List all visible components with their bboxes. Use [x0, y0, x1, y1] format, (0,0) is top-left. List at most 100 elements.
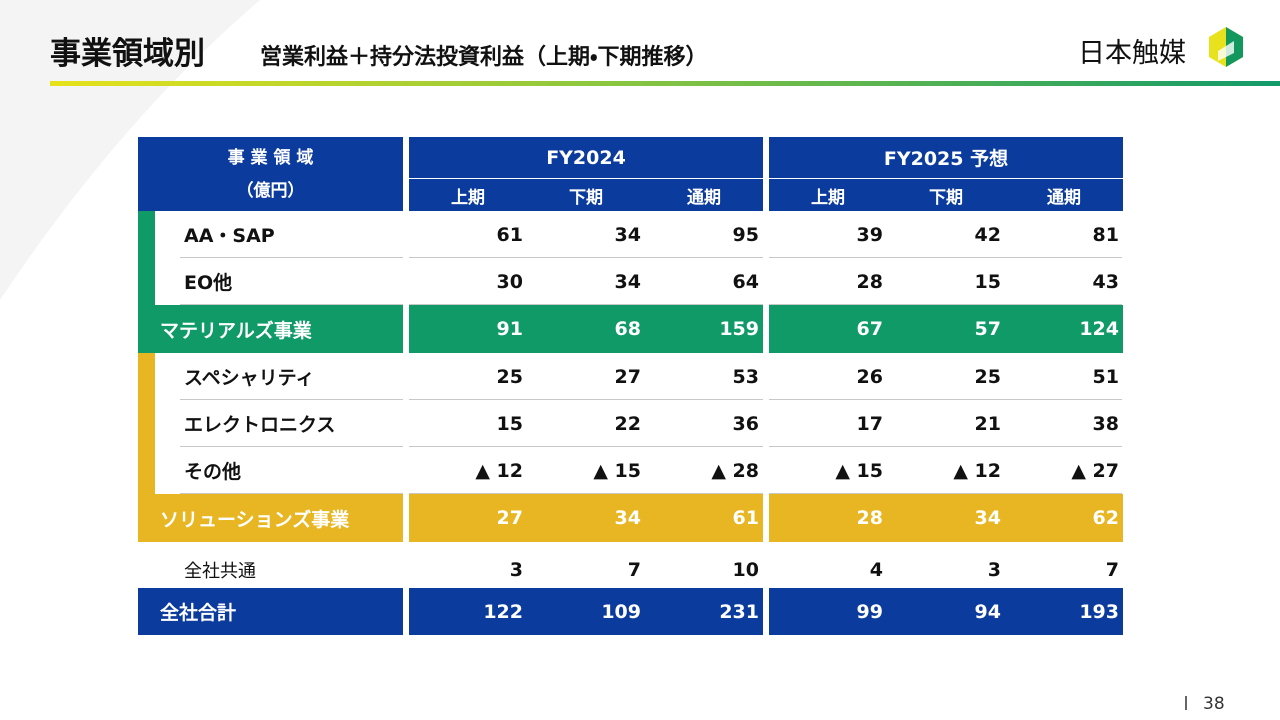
value-cell: 81	[1092, 223, 1119, 246]
value-cell: 26	[856, 365, 883, 388]
period-header: 通期	[645, 179, 763, 211]
subtotal-bg	[769, 494, 1123, 542]
value-cell: 34	[614, 223, 641, 246]
value-cell: 34	[614, 507, 641, 529]
value-cell: 3	[987, 559, 1001, 581]
value-cell: 10	[732, 559, 759, 581]
total-label: 全社合計	[160, 602, 237, 624]
value-cell: ▲ 12	[475, 459, 523, 482]
logo-text: 日本触媒	[1078, 38, 1186, 69]
value-cell: 27	[614, 365, 641, 388]
row-rule	[180, 257, 403, 258]
row-rule	[180, 493, 403, 494]
value-cell: 4	[869, 559, 883, 581]
value-cell: 159	[719, 318, 759, 340]
value-cell: 95	[732, 223, 759, 246]
subtotal-bg	[138, 305, 403, 353]
total-bg	[769, 588, 1123, 635]
value-cell: 3	[509, 559, 523, 581]
value-cell: 99	[856, 600, 883, 623]
subtotal-label: マテリアルズ事業	[160, 319, 312, 342]
common-label: 全社共通	[184, 561, 256, 582]
item-label: その他	[184, 461, 242, 483]
value-cell: 62	[1092, 507, 1119, 529]
row-rule	[409, 493, 763, 494]
value-cell: 64	[732, 270, 759, 293]
logo-mark	[1209, 27, 1243, 67]
value-cell: 15	[974, 270, 1001, 293]
value-cell: ▲ 15	[593, 459, 641, 482]
row-rule	[769, 399, 1122, 400]
value-cell: 122	[483, 600, 523, 623]
value-cell: 7	[627, 559, 641, 581]
value-cell: 38	[1092, 412, 1119, 435]
value-cell: 231	[719, 600, 759, 623]
value-cell: 25	[974, 365, 1001, 388]
period-header: 上期	[769, 179, 887, 211]
row-rule	[409, 304, 763, 305]
group-header: FY2024	[409, 137, 763, 178]
value-cell: 61	[732, 507, 759, 529]
header-label: （億円）	[236, 180, 305, 201]
value-cell: ▲ 12	[953, 459, 1001, 482]
value-cell: 91	[496, 318, 523, 340]
header-rule	[50, 81, 1280, 86]
subtitle: 営業利益＋持分法投資利益（上期・下期推移）	[260, 45, 708, 70]
value-cell: ▲ 27	[1071, 459, 1119, 482]
value-cell: 193	[1079, 600, 1119, 623]
total-bg	[138, 588, 403, 635]
header-label: 事 業 領 域	[227, 147, 314, 168]
value-cell: 39	[856, 223, 883, 246]
segment-strip	[138, 211, 155, 305]
header-label-bg	[138, 137, 403, 211]
row-rule	[769, 304, 1122, 305]
value-cell: 28	[856, 270, 883, 293]
page-number: 38	[1203, 694, 1225, 714]
row-rule	[180, 304, 403, 305]
row-rule	[409, 399, 763, 400]
value-cell: 68	[614, 318, 641, 340]
period-header: 通期	[1005, 179, 1123, 211]
row-rule	[180, 446, 403, 447]
period-header: 上期	[409, 179, 527, 211]
item-label: エレクトロニクス	[184, 414, 336, 436]
value-cell: 22	[614, 412, 641, 435]
value-cell: 57	[974, 318, 1001, 340]
value-cell: ▲ 28	[711, 459, 759, 482]
value-cell: 36	[732, 412, 759, 435]
subtotal-label: ソリューションズ事業	[160, 508, 350, 531]
item-label: AA・SAP	[184, 225, 275, 247]
value-cell: 15	[496, 412, 523, 435]
value-cell: 21	[974, 412, 1001, 435]
group-header: FY2025 予想	[769, 137, 1123, 178]
value-cell: 124	[1079, 318, 1119, 340]
value-cell: 28	[856, 507, 883, 529]
value-cell: 94	[974, 600, 1001, 623]
value-cell: 25	[496, 365, 523, 388]
value-cell: 61	[496, 223, 523, 246]
item-label: スペシャリティ	[184, 367, 315, 389]
value-cell: 43	[1092, 270, 1119, 293]
value-cell: 67	[856, 318, 883, 340]
title: 事業領域別	[50, 36, 205, 72]
total-bg	[409, 588, 763, 635]
value-cell: 17	[856, 412, 883, 435]
value-cell: 109	[601, 600, 641, 623]
row-rule	[769, 257, 1122, 258]
subtotal-bg	[409, 305, 763, 353]
value-cell: 27	[496, 507, 523, 529]
segment-strip	[138, 353, 155, 494]
value-cell: 53	[732, 365, 759, 388]
period-header: 下期	[887, 179, 1005, 211]
value-cell: 51	[1092, 365, 1119, 388]
row-rule	[769, 493, 1122, 494]
value-cell: 7	[1105, 559, 1119, 581]
subtotal-bg	[138, 494, 403, 542]
row-rule	[409, 257, 763, 258]
value-cell: 30	[496, 270, 523, 293]
item-label: EO他	[184, 272, 233, 294]
subtotal-bg	[769, 305, 1123, 353]
